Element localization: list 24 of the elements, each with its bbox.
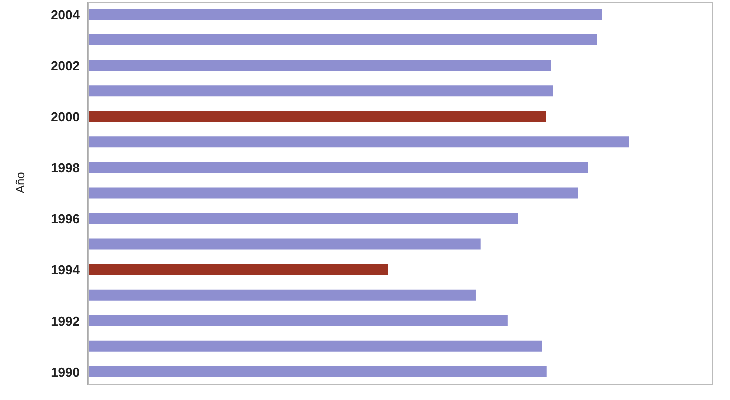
bar bbox=[88, 9, 602, 20]
bar bbox=[88, 86, 554, 97]
bar bbox=[88, 238, 481, 250]
y-tick-label: 1994 bbox=[51, 262, 81, 278]
bar bbox=[88, 366, 547, 378]
bar bbox=[88, 60, 552, 72]
bar bbox=[88, 111, 546, 122]
bar bbox=[88, 162, 588, 174]
y-tick-label: 2000 bbox=[51, 110, 80, 125]
bar bbox=[88, 188, 578, 199]
y-tick-label: 1990 bbox=[51, 364, 80, 380]
bar bbox=[88, 340, 542, 352]
y-tick-label: 1998 bbox=[51, 160, 80, 176]
y-tick-label: 1996 bbox=[51, 212, 80, 227]
bar bbox=[88, 34, 598, 46]
bar bbox=[88, 264, 388, 276]
bar bbox=[88, 290, 476, 301]
bar bbox=[88, 136, 630, 148]
y-tick-label: 2004 bbox=[51, 7, 81, 22]
bar bbox=[88, 213, 518, 224]
y-tick-label: 1992 bbox=[51, 314, 80, 329]
y-tick-label: 2002 bbox=[51, 58, 80, 74]
bar bbox=[88, 315, 508, 326]
y-axis-title: Año bbox=[13, 172, 28, 194]
